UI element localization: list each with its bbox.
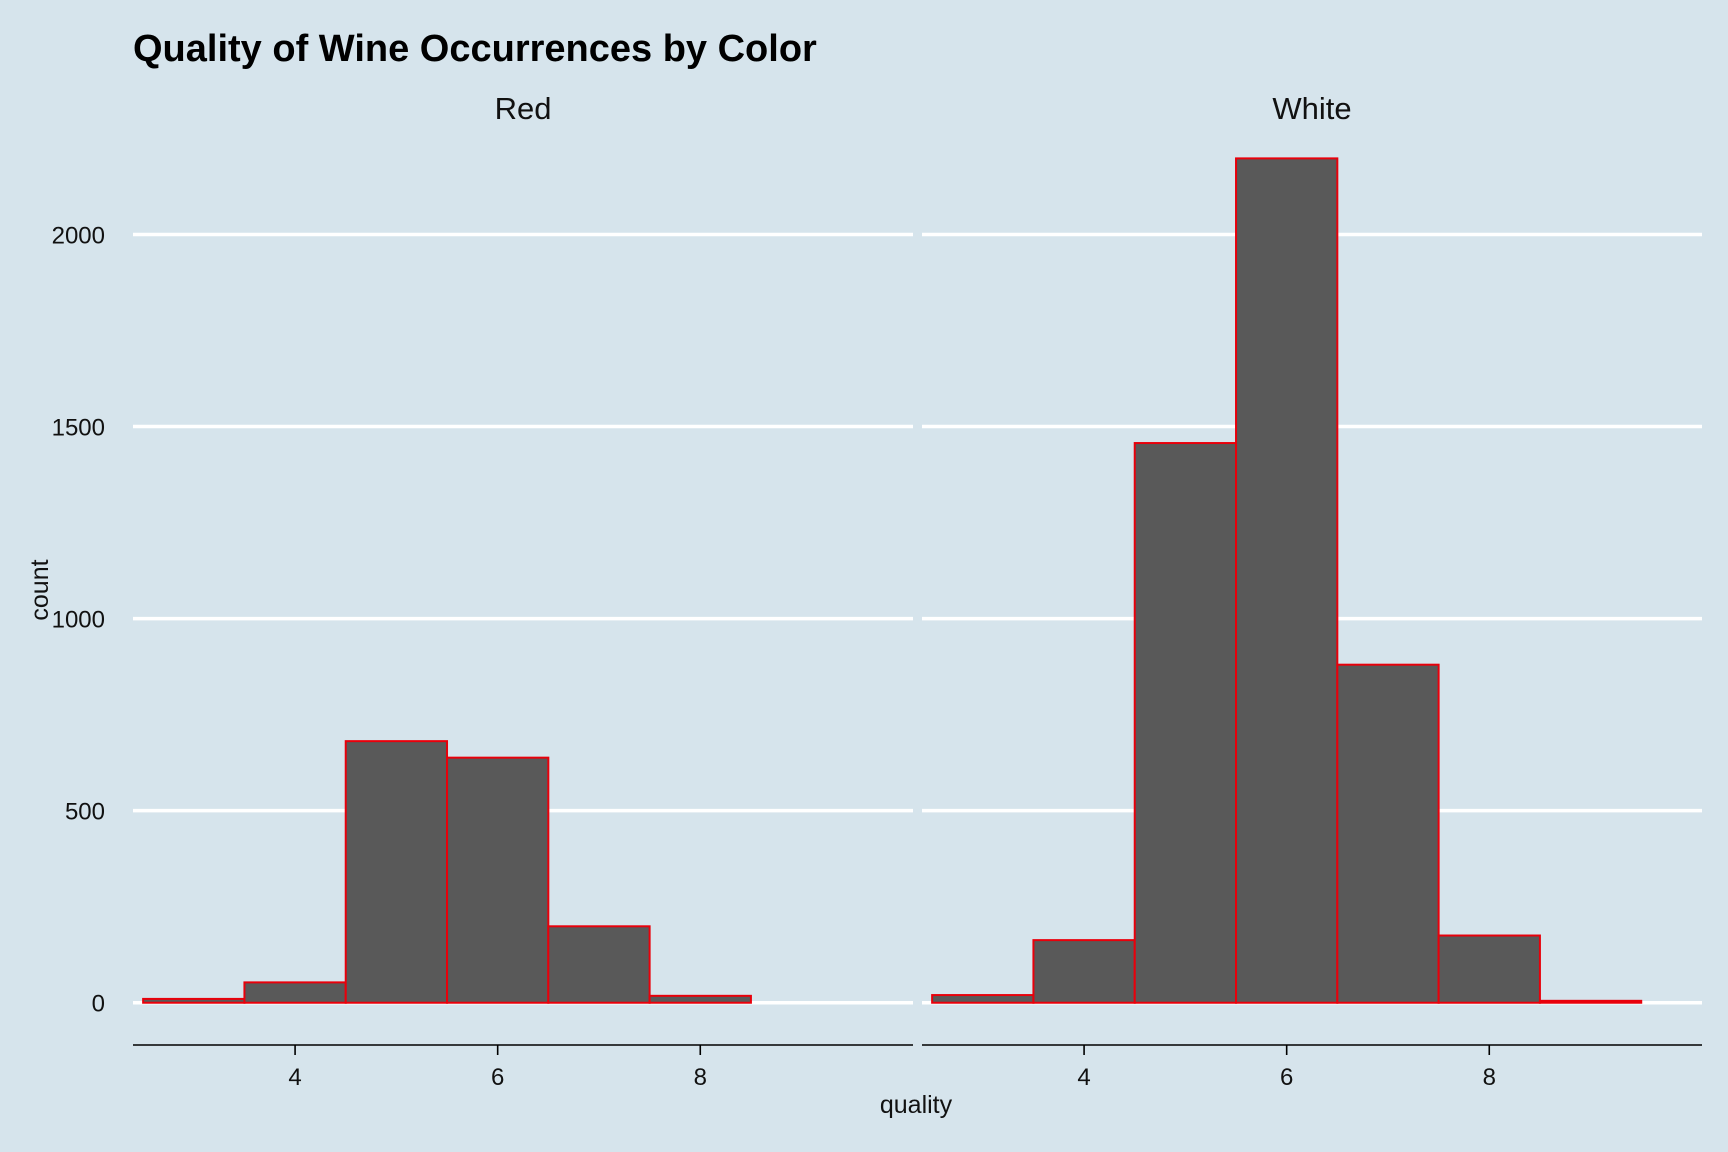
y-tick-label: 0 [92,991,105,1018]
x-tick-label: 4 [288,1064,301,1091]
y-axis-tick-labels: 0 500 1000 1500 2000 [52,222,105,1017]
x-tick-label: 4 [1077,1064,1090,1091]
x-tick-label: 8 [1483,1064,1496,1091]
y-axis-title: count [26,559,54,620]
x-tick-label: 8 [694,1064,707,1091]
chart-title: Quality of Wine Occurrences by Color [133,28,817,70]
histogram-bar [1032,939,1136,1004]
histogram-bar [931,994,1035,1004]
histogram-bar [1336,663,1440,1004]
histogram-bar [648,994,752,1004]
y-tick-label: 2000 [52,222,105,249]
facet-panels: 0 500 1000 1500 2000 Red 4 6 8 White 4 6 8 [52,91,1702,1091]
histogram-bar [1538,999,1643,1004]
facet-label: White [1272,91,1351,126]
histogram-bar [1133,442,1238,1004]
histogram-bar [547,925,651,1004]
panel-white: White 4 6 8 [922,91,1702,1091]
x-axis-title: quality [880,1091,953,1119]
histogram-bar [1235,157,1339,1004]
y-tick-label: 500 [65,799,105,826]
facet-label: Red [495,91,552,126]
histogram-bar [446,756,550,1004]
histogram-bar [344,740,449,1004]
x-tick-label: 6 [1280,1064,1293,1091]
histogram-bar [1437,934,1541,1004]
y-tick-label: 1000 [52,607,105,634]
histogram-bar [243,981,347,1004]
panel-red: Red 4 6 8 [133,91,913,1091]
y-tick-label: 1500 [52,415,105,442]
x-tick-label: 6 [491,1064,504,1091]
histogram-bar [142,997,246,1004]
